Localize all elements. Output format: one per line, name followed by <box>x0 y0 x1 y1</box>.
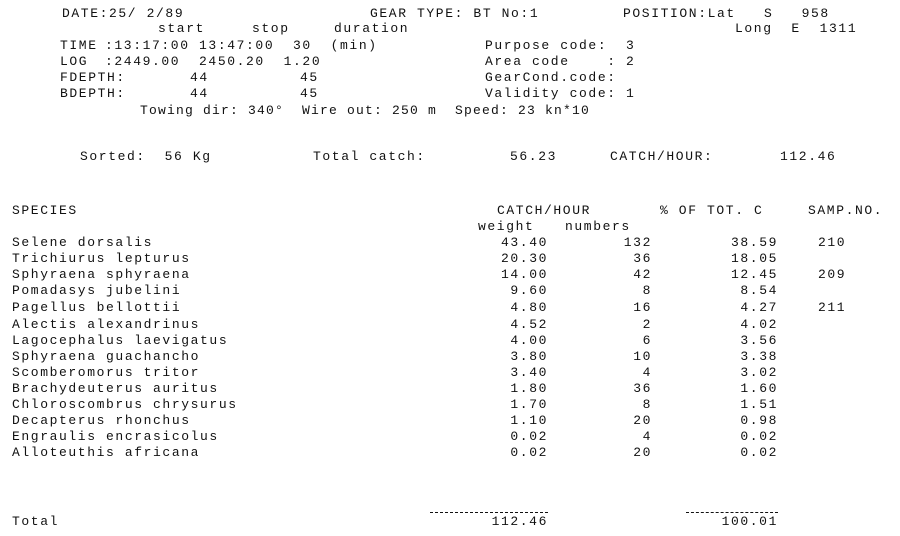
catch-weight: 43.40 <box>500 235 548 250</box>
col-start: start <box>158 21 206 36</box>
catch-weight: 1.80 <box>510 381 548 396</box>
time-label: TIME <box>60 38 98 53</box>
pct-of-total: 3.02 <box>740 365 778 380</box>
species-name: Chloroscombrus chrysurus <box>12 397 238 412</box>
towing-info: Towing dir: 340° Wire out: 250 m Speed: … <box>140 103 591 118</box>
catch-numbers: 4 <box>642 365 652 380</box>
sample-number: 209 <box>818 267 847 282</box>
time-values: :13:17:00 13:47:00 30 (min) <box>105 38 378 53</box>
pct-of-total: 4.27 <box>740 300 778 315</box>
pct-of-total: 18.05 <box>730 251 778 266</box>
catch-weight: 20.30 <box>500 251 548 266</box>
catch-numbers: 42 <box>633 267 652 282</box>
catch-weight: 3.40 <box>510 365 548 380</box>
col-stop: stop <box>252 21 290 36</box>
pct-of-total: 3.56 <box>740 333 778 348</box>
bdepth-stop: 45 <box>300 86 319 101</box>
species-name: Lagocephalus laevigatus <box>12 333 229 348</box>
sub-numbers: numbers <box>565 219 631 234</box>
col-duration: duration <box>334 21 410 36</box>
bdepth-start: 44 <box>190 86 209 101</box>
col-species: SPECIES <box>12 203 78 218</box>
total-weight: 112.46 <box>491 514 548 529</box>
species-name: Alectis alexandrinus <box>12 317 201 332</box>
gearcond-code: GearCond.code: <box>485 70 617 85</box>
catch-numbers: 10 <box>633 349 652 364</box>
purpose-code: Purpose code: 3 <box>485 38 636 53</box>
species-name: Decapterus rhonchus <box>12 413 191 428</box>
fdepth-start: 44 <box>190 70 209 85</box>
catch-weight: 14.00 <box>500 267 548 282</box>
pct-total-divider <box>686 512 778 513</box>
pct-of-total: 1.60 <box>740 381 778 396</box>
log-label: LOG <box>60 54 89 69</box>
total-catch-value: 56.23 <box>510 149 558 164</box>
catch-numbers: 2 <box>642 317 652 332</box>
species-name: Trichiurus lepturus <box>12 251 191 266</box>
bdepth-label: BDEPTH: <box>60 86 126 101</box>
gear-type: GEAR TYPE: BT No:1 <box>370 6 540 21</box>
log-values: :2449.00 2450.20 1.20 <box>105 54 322 69</box>
species-name: Engraulis encrasicolus <box>12 429 219 444</box>
pct-of-total: 0.98 <box>740 413 778 428</box>
position-lat: POSITION:Lat S 958 <box>623 6 830 21</box>
catch-numbers: 8 <box>642 397 652 412</box>
catch-weight: 1.10 <box>510 413 548 428</box>
position-long: Long E 1311 <box>735 21 858 36</box>
fdepth-label: FDEPTH: <box>60 70 126 85</box>
species-name: Sphyraena guachancho <box>12 349 201 364</box>
catch-weight: 4.80 <box>510 300 548 315</box>
catch-weight: 4.00 <box>510 333 548 348</box>
pct-of-total: 0.02 <box>740 429 778 444</box>
sorted-weight: Sorted: 56 Kg <box>80 149 212 164</box>
species-name: Selene dorsalis <box>12 235 154 250</box>
catch-numbers: 132 <box>623 235 652 250</box>
pct-of-total: 38.59 <box>730 235 778 250</box>
col-catch-hour: CATCH/HOUR <box>497 203 592 218</box>
pct-of-total: 1.51 <box>740 397 778 412</box>
catch-numbers: 36 <box>633 251 652 266</box>
catch-numbers: 6 <box>642 333 652 348</box>
species-name: Pomadasys jubelini <box>12 283 182 298</box>
fdepth-stop: 45 <box>300 70 319 85</box>
sample-number: 211 <box>818 300 847 315</box>
pct-of-total: 0.02 <box>740 445 778 460</box>
catch-weight: 0.02 <box>510 429 548 444</box>
date: DATE:25/ 2/89 <box>62 6 185 21</box>
total-pct: 100.01 <box>721 514 778 529</box>
sub-weight: weight <box>478 219 535 234</box>
col-samp-no: SAMP.NO. <box>808 203 884 218</box>
validity-code: Validity code: 1 <box>485 86 636 101</box>
catch-numbers: 36 <box>633 381 652 396</box>
total-label: Total <box>12 514 60 529</box>
species-name: Sphyraena sphyraena <box>12 267 191 282</box>
catch-hour-value: 112.46 <box>780 149 837 164</box>
catch-hour-label: CATCH/HOUR: <box>610 149 714 164</box>
weight-total-divider <box>430 512 548 513</box>
sample-number: 210 <box>818 235 847 250</box>
area-code: Area code : 2 <box>485 54 636 69</box>
catch-numbers: 20 <box>633 413 652 428</box>
catch-numbers: 8 <box>642 283 652 298</box>
catch-numbers: 16 <box>633 300 652 315</box>
species-name: Brachydeuterus auritus <box>12 381 219 396</box>
total-catch-label: Total catch: <box>313 149 426 164</box>
species-name: Pagellus bellottii <box>12 300 182 315</box>
catch-weight: 0.02 <box>510 445 548 460</box>
catch-weight: 1.70 <box>510 397 548 412</box>
species-name: Scomberomorus tritor <box>12 365 201 380</box>
pct-of-total: 4.02 <box>740 317 778 332</box>
col-pct-total: % OF TOT. C <box>660 203 764 218</box>
pct-of-total: 12.45 <box>730 267 778 282</box>
catch-numbers: 4 <box>642 429 652 444</box>
catch-numbers: 20 <box>633 445 652 460</box>
pct-of-total: 8.54 <box>740 283 778 298</box>
species-name: Alloteuthis africana <box>12 445 201 460</box>
catch-weight: 3.80 <box>510 349 548 364</box>
catch-weight: 9.60 <box>510 283 548 298</box>
pct-of-total: 3.38 <box>740 349 778 364</box>
catch-weight: 4.52 <box>510 317 548 332</box>
